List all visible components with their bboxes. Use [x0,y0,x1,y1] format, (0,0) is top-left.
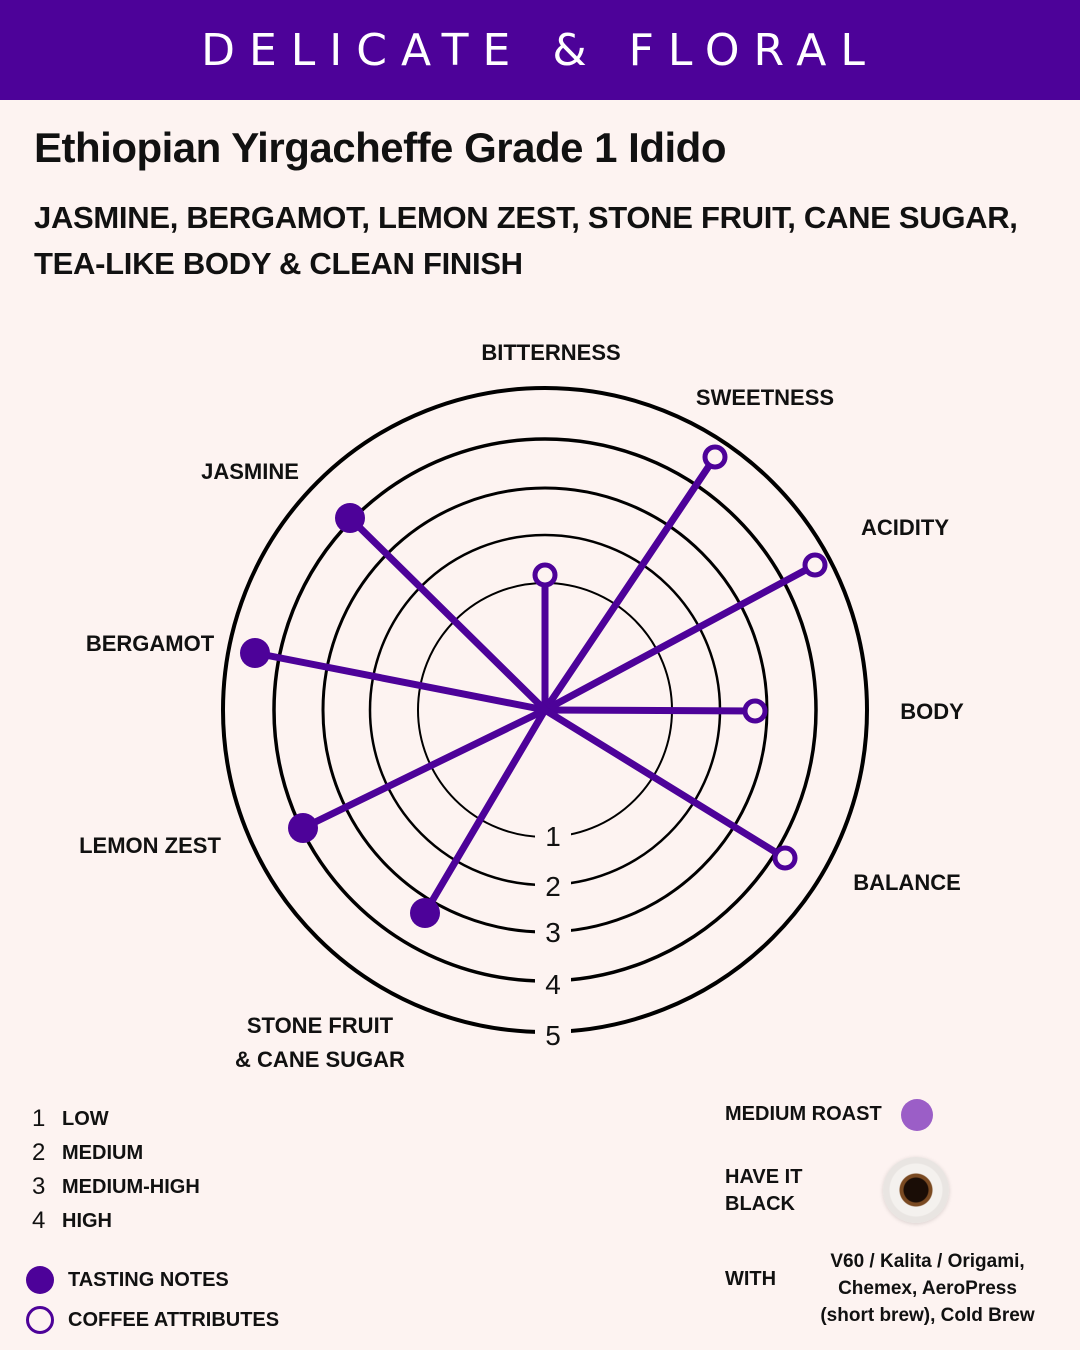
scale-legend: 1 LOW 2 MEDIUM 3 MEDIUM-HIGH 4 HIGH [32,1102,200,1238]
axis-label-jasmine: JASMINE [201,459,299,484]
marker-legend-attributes: COFFEE ATTRIBUTES [26,1300,279,1340]
tasting-note-points [240,503,440,928]
marker-legend: TASTING NOTES COFFEE ATTRIBUTES [26,1260,279,1340]
notes-line-2: TEA-LIKE BODY & CLEAN FINISH [34,246,523,281]
ring-label-5: 5 [545,1020,561,1051]
serve-line-2: BLACK [725,1193,795,1215]
marker-legend-tasting: TASTING NOTES [26,1260,279,1300]
point-sweetness [702,444,728,470]
axis-label-balance: BALANCE [853,870,961,895]
point-balance [772,845,798,871]
spoke-sweetness [541,453,719,714]
roast-color-icon [901,1099,933,1131]
axis-label-lemon-zest: LEMON ZEST [79,833,221,858]
spoke-acidity [541,561,819,714]
scale-label: HIGH [62,1209,112,1232]
spoke-balance [541,706,789,862]
brew-methods: V60 / Kalita / Origami, Chemex, AeroPres… [820,1251,1035,1326]
spoke-lemon-zest [299,706,549,832]
axis-label-acidity: ACIDITY [861,515,949,540]
point-jasmine [335,503,365,533]
axis-label-bergamot: BERGAMOT [86,631,215,656]
point-lemon-zest [288,813,318,843]
tasting-notes-summary: JASMINE, BERGAMOT, LEMON ZEST, STONE FRU… [34,195,1074,287]
ring-label-1: 1 [545,821,561,852]
axis-label-body: BODY [900,699,964,724]
scale-legend-item: 1 LOW [32,1102,200,1136]
spoke-bergamot [251,649,549,714]
scale-label: MEDIUM [62,1141,144,1164]
hollow-circle-icon [26,1306,54,1334]
serve-label: HAVE IT BLACK [725,1164,802,1218]
marker-label: COFFEE ATTRIBUTES [68,1308,280,1331]
header-banner: DELICATE & FLORAL [0,0,1080,100]
spoke-jasmine [346,514,549,714]
point-bitterness [532,562,558,588]
product-name: Ethiopian Yirgacheffe Grade 1 Idido [34,124,726,171]
spoke-stone-fruit [421,706,549,917]
with-label: WITH [725,1268,777,1290]
spoke-body [541,706,759,715]
scale-legend-item: 2 MEDIUM [32,1136,200,1170]
axis-label-stone-fruit-1: STONE FRUIT [247,1013,394,1038]
scale-number: 1 [32,1105,46,1132]
scale-number: 2 [32,1139,46,1166]
scale-number: 3 [32,1173,46,1200]
ring-label-3: 3 [545,917,561,948]
point-bergamot [240,638,270,668]
axis-label-bitterness: BITTERNESS [481,340,620,365]
marker-label: TASTING NOTES [68,1268,229,1291]
scale-number: 4 [32,1207,46,1234]
point-body [742,698,768,724]
point-stone-fruit [410,898,440,928]
roast-label: MEDIUM ROAST [725,1103,882,1125]
axis-label-stone-fruit-2: & CANE SUGAR [235,1047,405,1072]
spokes [251,453,819,917]
scale-label: LOW [62,1107,109,1130]
axis-label-sweetness: SWEETNESS [696,385,834,410]
ring-label-2: 2 [545,871,561,902]
notes-line-1: JASMINE, BERGAMOT, LEMON ZEST, STONE FRU… [34,200,1018,235]
filled-circle-icon [26,1266,54,1294]
ring-label-4: 4 [545,969,561,1000]
style-title: DELICATE & FLORAL [201,24,879,76]
scale-legend-item: 4 HIGH [32,1204,200,1238]
attribute-points [532,444,828,871]
scale-legend-item: 3 MEDIUM-HIGH [32,1170,200,1204]
serve-line-1: HAVE IT [725,1166,803,1188]
point-acidity [802,552,828,578]
coffee-cup-icon [883,1157,949,1223]
scale-label: MEDIUM-HIGH [62,1175,200,1198]
